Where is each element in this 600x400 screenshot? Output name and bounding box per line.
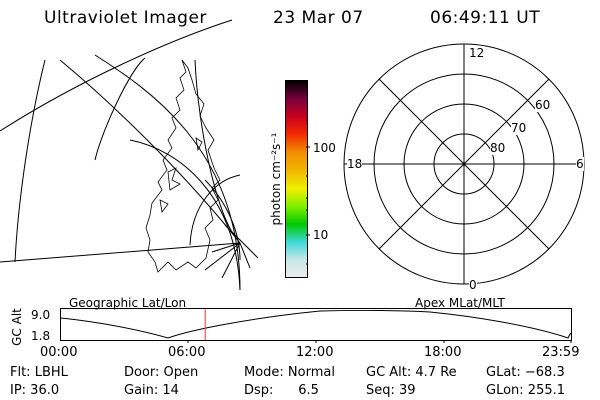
polar-label-60: 60 bbox=[535, 98, 551, 112]
polar-label-18: 18 bbox=[347, 157, 363, 171]
timeline-tick-label: 06:00 bbox=[168, 345, 206, 360]
timeline-tick-label: 00:00 bbox=[40, 345, 78, 360]
polar-plot bbox=[343, 43, 585, 285]
polar-label-6: 6 bbox=[576, 157, 584, 171]
map-longitude-line bbox=[194, 59, 239, 241]
colorbar-tick-10: 10 bbox=[313, 228, 329, 242]
glon-readout: GLon: 255.1 bbox=[486, 383, 566, 398]
geographic-map bbox=[0, 19, 259, 291]
left-map-caption: Geographic Lat/Lon bbox=[69, 296, 187, 310]
colorbar-unit-label: photon cm⁻²s⁻¹ bbox=[269, 132, 283, 226]
observation-date: 23 Mar 07 bbox=[273, 8, 364, 28]
glat-readout: GLat: −68.3 bbox=[486, 365, 565, 380]
ip-readout: IP: 36.0 bbox=[10, 383, 60, 398]
seq-readout: Seq: 39 bbox=[366, 383, 416, 398]
gain-readout: Gain: 14 bbox=[124, 383, 179, 398]
timeline-ytick-bottom: 1.8 bbox=[31, 329, 51, 343]
map-latitude-arc bbox=[189, 174, 241, 246]
timeline-tick-label: 18:00 bbox=[424, 345, 462, 360]
door-readout: Door: Open bbox=[124, 365, 199, 380]
map-latitude-arc bbox=[0, 19, 233, 132]
coastline bbox=[145, 59, 221, 273]
map-latitude-arc bbox=[204, 179, 241, 261]
polar-caption: Apex MLat/MLT bbox=[415, 296, 505, 310]
timeline-tick-label: 23:59 bbox=[542, 345, 580, 360]
map-latitude-arc bbox=[129, 139, 241, 291]
observation-time: 06:49:11 UT bbox=[430, 8, 541, 28]
polar-label-70: 70 bbox=[511, 121, 527, 135]
map-longitude-line bbox=[94, 57, 146, 161]
polar-axis-diagonal bbox=[378, 78, 550, 250]
colorbar bbox=[285, 80, 308, 278]
map-latitude-arc bbox=[94, 54, 241, 291]
polar-label-0: 0 bbox=[469, 278, 477, 292]
filter-readout: Flt: LBHL bbox=[10, 365, 68, 380]
gc-alt-readout: GC Alt: 4.7 Re bbox=[366, 365, 457, 380]
timeline-ytick-top: 9.0 bbox=[31, 308, 51, 322]
coastline bbox=[159, 137, 203, 213]
map-longitude-line bbox=[224, 224, 259, 259]
timeline-tick-label: 12:00 bbox=[296, 345, 334, 360]
colorbar-tick-100: 100 bbox=[313, 141, 336, 155]
timeline-ylabel: GC Alt bbox=[10, 308, 24, 346]
dsp-readout: Dsp: 6.5 bbox=[244, 383, 319, 398]
map-longitude-line bbox=[59, 59, 241, 244]
map-longitude-line bbox=[14, 59, 46, 263]
instrument-title: Ultraviolet Imager bbox=[44, 8, 207, 28]
map-longitude-line bbox=[211, 242, 241, 253]
map-longitude-line bbox=[204, 242, 241, 271]
map-longitude-line bbox=[0, 242, 241, 263]
altitude-curve bbox=[60, 309, 572, 339]
timeline-plot bbox=[60, 308, 572, 343]
polar-label-12: 12 bbox=[469, 46, 485, 60]
map-longitude-line bbox=[221, 242, 241, 279]
colorbar-ticks bbox=[306, 119, 310, 265]
timeline-frame bbox=[60, 308, 572, 341]
map-longitude-line bbox=[239, 242, 251, 269]
mode-readout: Mode: Normal bbox=[244, 365, 335, 380]
polar-label-80: 80 bbox=[490, 141, 506, 155]
